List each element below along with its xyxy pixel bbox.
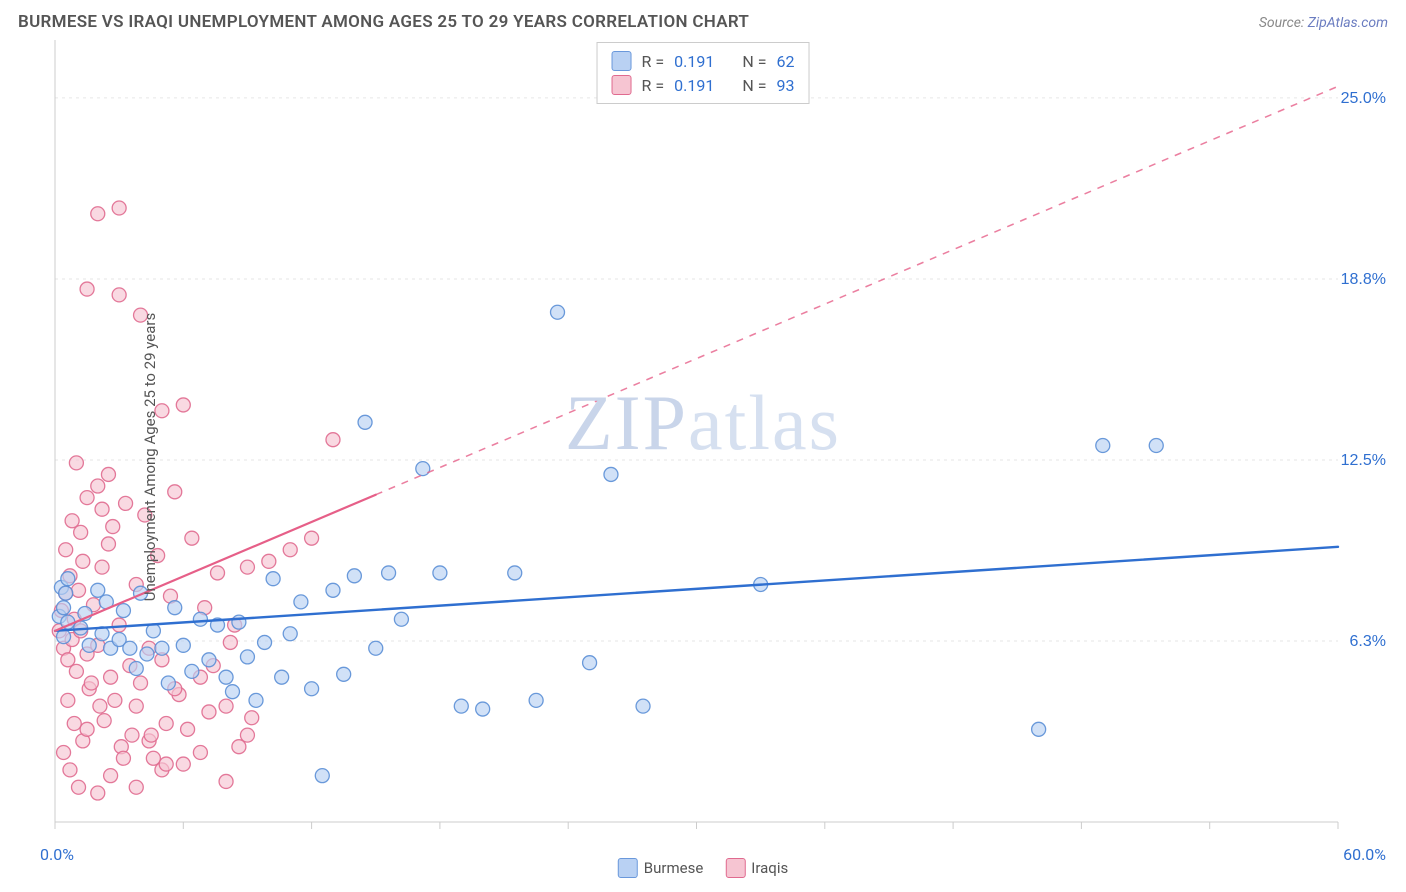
x-axis-end-label: 60.0% xyxy=(1343,845,1386,864)
page-title: BURMESE VS IRAQI UNEMPLOYMENT AMONG AGES… xyxy=(18,12,749,32)
stats-row: R = 0.191 N = 93 xyxy=(612,73,795,97)
series-legend: Burmese Iraqis xyxy=(618,858,788,878)
stat-r-label: R = xyxy=(642,76,665,95)
svg-text:18.8%: 18.8% xyxy=(1341,271,1386,288)
legend-label: Iraqis xyxy=(751,859,788,877)
swatch-icon xyxy=(618,858,638,878)
stats-row: R = 0.191 N = 62 xyxy=(612,49,795,73)
svg-text:12.5%: 12.5% xyxy=(1341,452,1386,469)
legend-item: Iraqis xyxy=(725,858,788,878)
source-prefix: Source: xyxy=(1259,15,1308,31)
svg-text:6.3%: 6.3% xyxy=(1350,633,1386,650)
stats-legend: R = 0.191 N = 62 R = 0.191 N = 93 xyxy=(597,42,810,104)
stat-n-value: 62 xyxy=(776,52,794,71)
stat-r-label: R = xyxy=(642,52,665,71)
svg-text:25.0%: 25.0% xyxy=(1341,90,1386,107)
legend-item: Burmese xyxy=(618,858,704,878)
stat-r-value: 0.191 xyxy=(674,76,714,95)
scatter-chart: 6.3% 12.5% 18.8% 25.0% xyxy=(0,32,1406,882)
stat-n-label: N = xyxy=(742,76,766,95)
source-label: Source: ZipAtlas.com xyxy=(1259,15,1388,31)
stat-n-label: N = xyxy=(742,52,766,71)
y-axis-label: Unemployment Among Ages 25 to 29 years xyxy=(141,313,159,601)
swatch-icon xyxy=(725,858,745,878)
chart-container: Unemployment Among Ages 25 to 29 years 6… xyxy=(0,32,1406,882)
x-axis-start-label: 0.0% xyxy=(40,845,74,864)
swatch-icon xyxy=(612,75,632,95)
legend-label: Burmese xyxy=(644,859,704,877)
stat-n-value: 93 xyxy=(776,76,794,95)
swatch-icon xyxy=(612,51,632,71)
source-value: ZipAtlas.com xyxy=(1308,15,1388,31)
stat-r-value: 0.191 xyxy=(674,52,714,71)
